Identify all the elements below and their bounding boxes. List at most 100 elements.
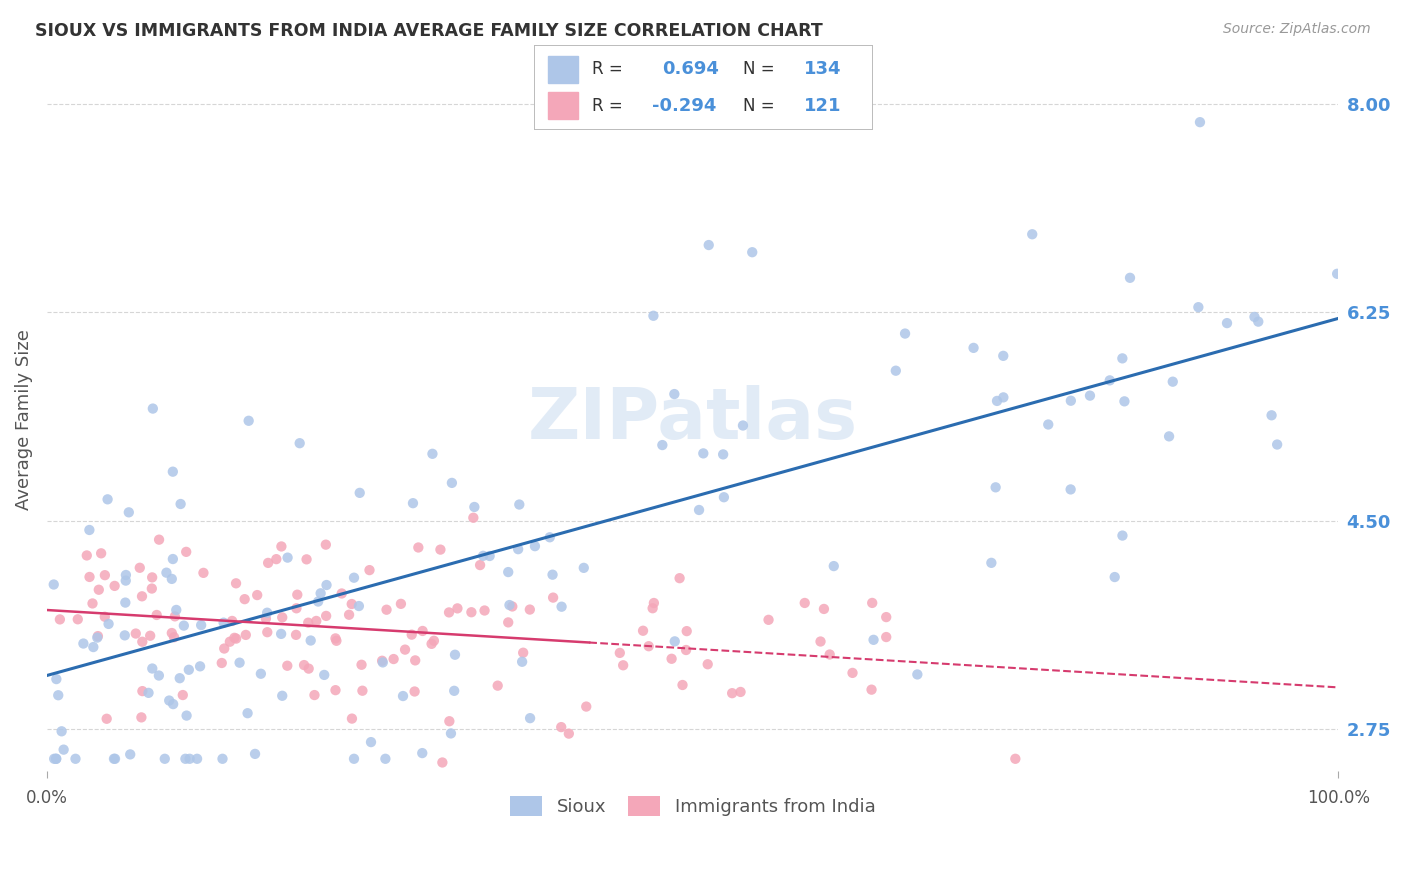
Point bbox=[285, 601, 308, 615]
Point bbox=[412, 624, 434, 638]
Point bbox=[671, 678, 693, 692]
Point bbox=[298, 662, 321, 676]
Point bbox=[315, 578, 337, 592]
Point bbox=[1059, 483, 1081, 497]
Point bbox=[347, 599, 370, 613]
Point bbox=[440, 726, 463, 740]
Point bbox=[1104, 570, 1126, 584]
Point bbox=[510, 655, 533, 669]
Point bbox=[94, 609, 117, 624]
Point bbox=[374, 752, 396, 766]
Point bbox=[463, 500, 485, 514]
Point bbox=[444, 648, 467, 662]
Point bbox=[76, 549, 98, 563]
Point bbox=[1247, 315, 1270, 329]
Point bbox=[340, 597, 363, 611]
Point bbox=[297, 615, 319, 630]
Point bbox=[661, 652, 683, 666]
Point bbox=[664, 634, 686, 648]
Point bbox=[277, 550, 299, 565]
Point bbox=[256, 625, 278, 640]
Point bbox=[142, 401, 165, 416]
Point bbox=[270, 540, 292, 554]
Text: -0.294: -0.294 bbox=[652, 96, 717, 114]
Text: 0.694: 0.694 bbox=[662, 60, 720, 78]
Point bbox=[823, 559, 845, 574]
Point bbox=[572, 561, 595, 575]
Point bbox=[631, 624, 654, 638]
Text: 121: 121 bbox=[804, 96, 842, 114]
Point bbox=[1078, 389, 1101, 403]
Point bbox=[349, 486, 371, 500]
Point bbox=[254, 612, 277, 626]
Point bbox=[408, 541, 430, 555]
Point bbox=[612, 658, 634, 673]
Point bbox=[352, 683, 374, 698]
Point bbox=[325, 633, 347, 648]
Text: R =: R = bbox=[592, 60, 623, 78]
Point bbox=[1260, 409, 1282, 423]
Point bbox=[741, 245, 763, 260]
Point bbox=[498, 598, 520, 612]
Point bbox=[423, 633, 446, 648]
Point bbox=[360, 735, 382, 749]
Point bbox=[211, 656, 233, 670]
Point bbox=[538, 530, 561, 544]
Text: R =: R = bbox=[592, 96, 623, 114]
Point bbox=[114, 596, 136, 610]
Point bbox=[841, 665, 863, 680]
Bar bbox=[548, 92, 578, 120]
Point bbox=[212, 615, 235, 630]
Point bbox=[432, 756, 454, 770]
Point bbox=[314, 668, 336, 682]
Point bbox=[523, 539, 546, 553]
Point bbox=[271, 610, 294, 624]
Point bbox=[307, 594, 329, 608]
Point bbox=[179, 752, 201, 766]
Point bbox=[343, 752, 366, 766]
Point bbox=[288, 436, 311, 450]
Point bbox=[818, 648, 841, 662]
Point bbox=[550, 720, 572, 734]
Point bbox=[246, 588, 269, 602]
Point bbox=[721, 686, 744, 700]
Text: ZIPatlas: ZIPatlas bbox=[527, 385, 858, 454]
Point bbox=[51, 724, 73, 739]
Point bbox=[508, 542, 530, 557]
Point bbox=[172, 688, 194, 702]
Point bbox=[221, 614, 243, 628]
Point bbox=[224, 631, 246, 645]
Point bbox=[94, 568, 117, 582]
Point bbox=[731, 418, 754, 433]
Point bbox=[422, 447, 444, 461]
Point bbox=[44, 752, 66, 766]
Point bbox=[440, 475, 463, 490]
Point bbox=[1004, 752, 1026, 766]
Point bbox=[541, 591, 564, 605]
Point bbox=[145, 607, 167, 622]
Point bbox=[375, 603, 398, 617]
Point bbox=[82, 640, 104, 654]
Point bbox=[1265, 437, 1288, 451]
Point bbox=[299, 633, 322, 648]
Point bbox=[472, 549, 495, 563]
Point bbox=[692, 446, 714, 460]
Text: N =: N = bbox=[744, 96, 775, 114]
Point bbox=[45, 752, 67, 766]
Point bbox=[984, 480, 1007, 494]
Point bbox=[894, 326, 917, 341]
Point bbox=[266, 552, 288, 566]
Point bbox=[443, 683, 465, 698]
Point bbox=[120, 747, 142, 762]
Point bbox=[862, 632, 884, 647]
Point bbox=[420, 637, 443, 651]
Point bbox=[1111, 528, 1133, 542]
Point bbox=[87, 629, 110, 643]
Point bbox=[103, 752, 125, 766]
Point bbox=[97, 492, 120, 507]
Point bbox=[131, 684, 153, 698]
Point bbox=[1114, 394, 1136, 409]
Point bbox=[884, 364, 907, 378]
Point bbox=[411, 746, 433, 760]
Point bbox=[478, 549, 501, 563]
